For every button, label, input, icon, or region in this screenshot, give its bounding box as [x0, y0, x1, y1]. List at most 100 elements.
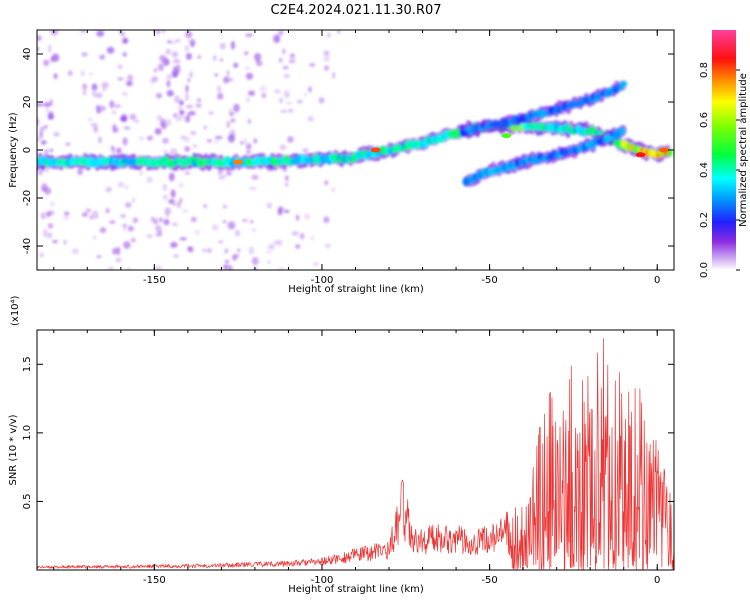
heatmap-speckle [224, 259, 230, 264]
heatmap-speckle [282, 65, 289, 70]
heatmap-speckle [273, 34, 281, 44]
heatmap-speckle [229, 111, 235, 116]
snr-ticks: -150 -100 -50 0 0.5 1.0 1.5 [22, 330, 674, 586]
heatmap-speckle [43, 59, 50, 67]
heatmap-speckle [37, 118, 40, 126]
heatmap-speckle [166, 90, 174, 97]
y-tick-label: 0 [22, 147, 33, 153]
heatmap-speckle [82, 83, 88, 91]
heatmap-speckle [155, 92, 163, 99]
heatmap-speckle [216, 85, 222, 93]
heatmap-speckle [178, 182, 184, 188]
heatmap-speckle [266, 202, 273, 209]
heatmap-speckle [187, 110, 196, 116]
heatmap-speckle [218, 240, 224, 244]
colorbar: 0.0 0.2 0.4 0.6 0.8 Normalized spectral ampl… [699, 30, 749, 278]
heatmap-speckle [237, 248, 241, 252]
heatmap-speckle [115, 246, 121, 256]
heatmap-speckle [253, 266, 258, 270]
heatmap-speckle [47, 232, 53, 239]
heatmap-speckle [184, 92, 189, 101]
heatmap-speckle [120, 32, 125, 37]
heatmap-speckle [219, 42, 226, 50]
heatmap-speckle [125, 80, 133, 87]
x-tick-label: -150 [143, 575, 166, 586]
heatmap-speckle [71, 248, 79, 255]
heatmap-speckle [278, 57, 283, 64]
heatmap-speckle [184, 146, 191, 152]
heatmap-speckle [201, 248, 209, 253]
heatmap-speckle [223, 219, 227, 224]
heatmap-speckle [251, 228, 256, 232]
heatmap-speckle [224, 248, 229, 254]
heatmap-speckle [111, 110, 117, 115]
heatmap-speckle [222, 204, 227, 209]
heatmap-peak [233, 159, 244, 165]
heatmap-speckle [45, 211, 51, 218]
y-tick-label: 40 [22, 48, 33, 61]
heatmap-speckle [324, 243, 331, 249]
heatmap-speckle [283, 73, 290, 79]
heatmap-speckle [228, 264, 233, 270]
x-tick-label: -100 [311, 575, 334, 586]
heatmap-speckle [159, 217, 163, 223]
heatmap-speckle [290, 53, 294, 58]
heatmap-speckle [185, 84, 189, 93]
heatmap-speckle [227, 221, 236, 230]
heatmap-speckle [116, 147, 122, 154]
y-tick-label: -40 [22, 238, 33, 254]
heatmap-speckle [277, 208, 283, 216]
heatmap-speckle [138, 136, 145, 141]
heatmap-speckle [139, 171, 143, 175]
heatmap-peak [370, 147, 381, 153]
heatmap-speckle [279, 144, 287, 151]
heatmap-speckle [291, 231, 299, 236]
heatmap-speckle [157, 63, 165, 72]
heatmap-speckle [120, 213, 127, 219]
heatmap-speckle [177, 38, 182, 43]
heatmap-speckle [251, 257, 259, 266]
spectrogram-ticks: -150 -100 -50 0 40 20 0 -20 -40 [22, 30, 674, 286]
heatmap-speckle [310, 236, 315, 240]
heatmap-speckle [182, 208, 189, 213]
heatmap-speckle [171, 51, 179, 58]
heatmap-speckle [146, 176, 153, 183]
heatmap-speckle [203, 125, 207, 130]
heatmap-speckle [166, 79, 171, 88]
heatmap-speckle [214, 73, 219, 77]
heatmap-speckle [219, 58, 224, 62]
snr-x-label: Height of straight line (km) [288, 584, 424, 595]
heatmap-speckle [318, 97, 325, 104]
heatmap-speckle [97, 136, 103, 144]
heatmap-speckle [218, 175, 224, 180]
heatmap-speckle [202, 203, 208, 209]
heatmap-speckle [93, 235, 97, 240]
heatmap-speckle [81, 52, 88, 57]
heatmap-speckle [95, 92, 103, 99]
heatmap-speckle [299, 232, 305, 240]
heatmap-speckle [164, 207, 172, 216]
heatmap-speckle [93, 125, 98, 133]
heatmap-speckle [48, 44, 52, 53]
heatmap-speckle [245, 143, 252, 150]
heatmap-speckle [162, 183, 167, 191]
heatmap-speckle [63, 239, 67, 245]
heatmap-speckle [282, 48, 286, 55]
heatmap-speckle [127, 266, 132, 270]
spectrogram-x-label: Height of straight line (km) [288, 284, 424, 295]
heatmap-speckle [39, 126, 45, 132]
heatmap-speckle [52, 240, 58, 244]
x-tick-label: -150 [143, 275, 166, 286]
heatmap-speckle [207, 248, 212, 253]
spectrogram-heatmap [37, 30, 673, 270]
heatmap-speckle [234, 253, 240, 258]
heatmap-speckle [40, 212, 46, 220]
heatmap-speckle [162, 194, 168, 201]
heatmap-speckle [37, 103, 44, 107]
heatmap-speckle [230, 40, 236, 50]
heatmap-speckle [323, 216, 330, 224]
heatmap-speckle [183, 115, 191, 123]
heatmap-speckle [122, 52, 127, 57]
heatmap-speckle [288, 108, 294, 113]
heatmap-speckle [279, 97, 284, 104]
